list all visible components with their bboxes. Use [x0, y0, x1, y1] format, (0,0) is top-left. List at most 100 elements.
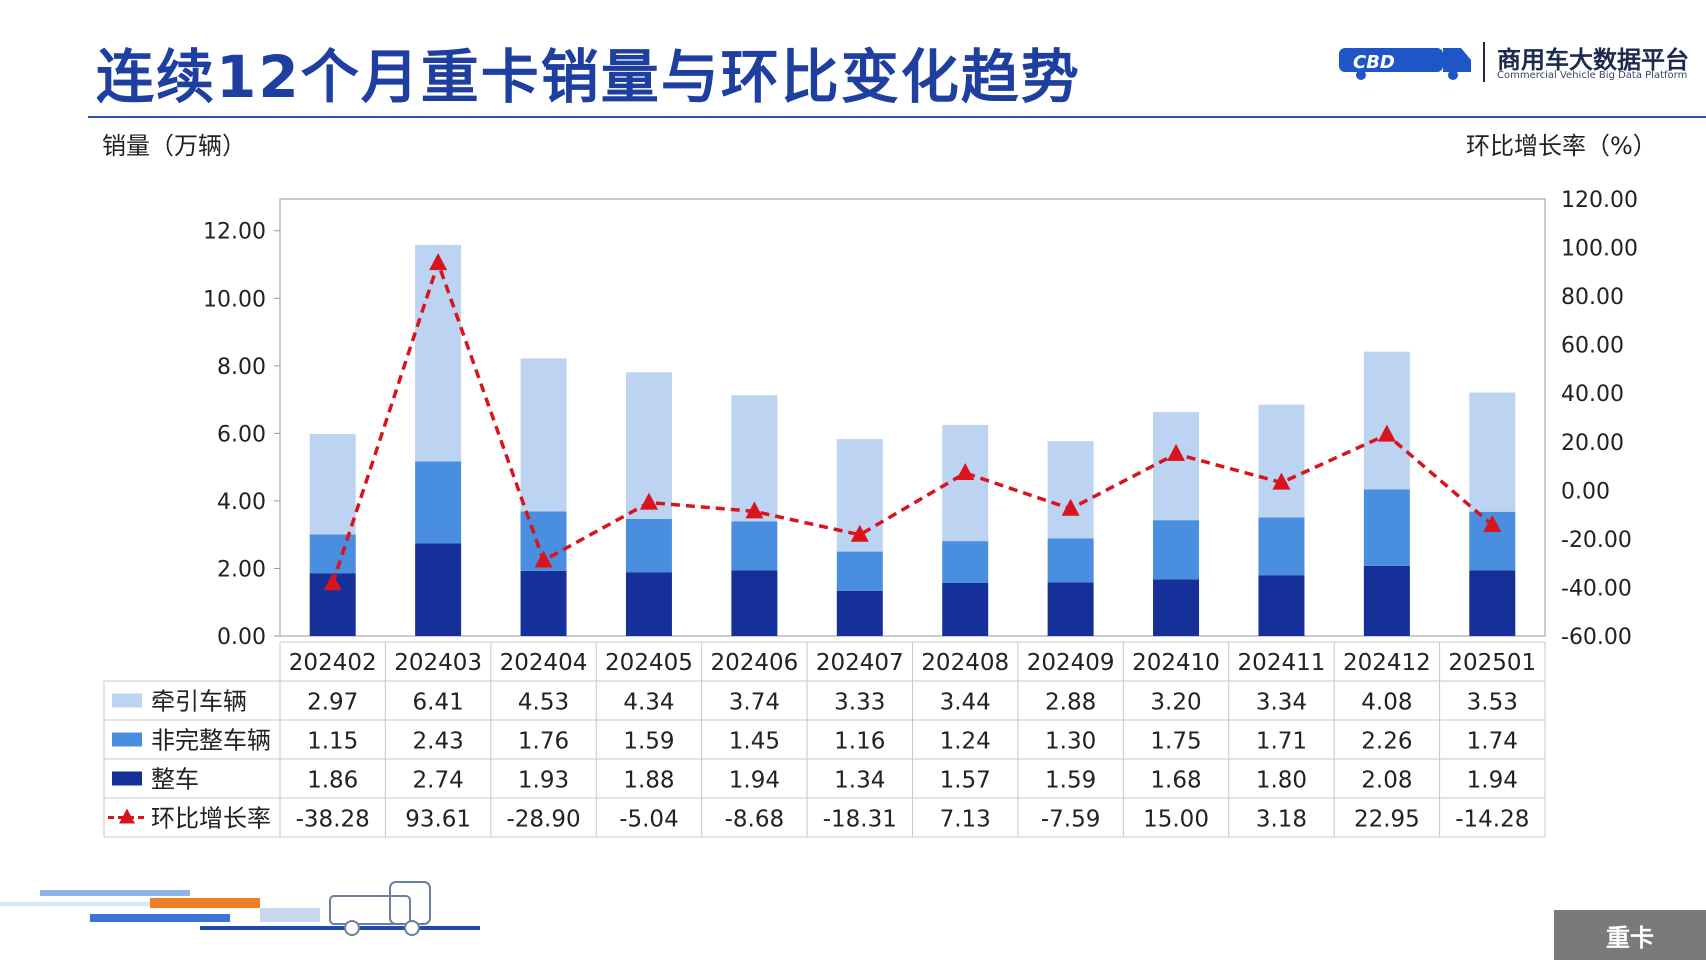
category-tag: 重卡 — [1554, 910, 1706, 960]
table-value-cell: 1.59 — [1045, 768, 1096, 794]
table-value-cell: 1.76 — [518, 729, 569, 755]
x-axis-category-label: 202412 — [1343, 650, 1431, 676]
bar-complete — [415, 543, 462, 636]
bar-tractor — [309, 434, 356, 535]
table-value-cell: 3.44 — [940, 690, 991, 716]
x-axis-category-label: 202409 — [1027, 650, 1115, 676]
legend-triangle-icon — [119, 808, 135, 824]
x-axis-category-label: 202410 — [1132, 650, 1220, 676]
x-axis-category-label: 202404 — [500, 650, 588, 676]
legend-swatch — [112, 732, 142, 747]
table-value-cell: 3.34 — [1256, 690, 1307, 716]
page-title: 连续12个月重卡销量与环比变化趋势 — [96, 43, 1081, 111]
table-value-cell: 3.33 — [834, 690, 885, 716]
table-value-cell: 3.18 — [1256, 807, 1307, 833]
logo-name-cn: 商用车大数据平台 — [1497, 46, 1689, 74]
growth-rate-marker — [1167, 443, 1186, 461]
growth-rate-marker — [850, 524, 869, 542]
right-axis-tick-label: 100.00 — [1561, 237, 1638, 262]
table-value-cell: 1.16 — [834, 729, 885, 755]
right-axis-tick-label: 120.00 — [1561, 188, 1638, 213]
right-axis-tick-label: -60.00 — [1561, 625, 1632, 650]
growth-rate-marker — [639, 492, 658, 510]
growth-rate-marker — [534, 550, 553, 568]
table-value-cell: 1.24 — [940, 729, 991, 755]
bar-incomplete — [1258, 517, 1305, 576]
left-axis-tick-label: 4.00 — [217, 490, 266, 515]
bar-complete — [1047, 582, 1094, 636]
table-value-cell: -5.04 — [619, 807, 679, 833]
bar-incomplete — [731, 521, 778, 571]
right-axis-tick-label: 60.00 — [1561, 334, 1624, 359]
table-value-cell: 2.43 — [413, 729, 464, 755]
x-axis-category-label: 202408 — [921, 650, 1009, 676]
x-axis-category-label: 202402 — [289, 650, 377, 676]
left-axis-tick-label: 8.00 — [217, 355, 266, 380]
bar-incomplete — [1153, 520, 1200, 580]
right-axis-unit: 环比增长率（%） — [1466, 132, 1657, 160]
bar-tractor — [1047, 441, 1094, 539]
x-axis-category-label: 202406 — [710, 650, 798, 676]
x-axis-category-label: 202501 — [1448, 650, 1536, 676]
svg-text:CBD: CBD — [1353, 52, 1395, 73]
legend-swatch — [112, 771, 142, 786]
growth-rate-marker — [1272, 472, 1291, 490]
bar-incomplete — [1047, 538, 1094, 583]
left-axis-tick-label: 10.00 — [203, 287, 266, 312]
legend-swatch — [112, 693, 142, 708]
brand-logo: CBD 商用车大数据平台 Commercial Vehicle Big Data… — [1335, 38, 1705, 88]
growth-rate-marker — [1483, 515, 1502, 533]
table-value-cell: 22.95 — [1354, 807, 1420, 833]
bar-tractor — [1258, 404, 1305, 518]
bar-complete — [1469, 570, 1516, 636]
table-value-cell: 4.34 — [623, 690, 674, 716]
legend-series-label: 非完整车辆 — [151, 727, 271, 755]
table-value-cell: 1.57 — [940, 768, 991, 794]
truck-logo-icon: CBD — [1339, 48, 1471, 80]
growth-rate-marker — [956, 463, 975, 481]
table-value-cell: 2.74 — [413, 768, 464, 794]
table-value-cell: 1.59 — [623, 729, 674, 755]
bar-complete — [731, 570, 778, 636]
bar-incomplete — [1363, 489, 1410, 566]
bar-incomplete — [415, 461, 462, 544]
right-axis-tick-label: 40.00 — [1561, 382, 1624, 407]
growth-rate-marker — [429, 253, 448, 271]
table-value-cell: 1.34 — [834, 768, 885, 794]
bar-complete — [520, 570, 567, 636]
left-axis-tick-label: 0.00 — [217, 625, 266, 650]
right-axis-tick-label: -20.00 — [1561, 528, 1632, 553]
table-value-cell: 1.80 — [1256, 768, 1307, 794]
right-axis-tick-label: 0.00 — [1561, 479, 1610, 504]
right-axis-tick-label: 80.00 — [1561, 285, 1624, 310]
table-value-cell: 2.88 — [1045, 690, 1096, 716]
logo-separator — [1483, 42, 1485, 82]
bar-complete — [836, 590, 883, 636]
right-axis-tick-label: 20.00 — [1561, 431, 1624, 456]
right-axis-tick-label: -40.00 — [1561, 576, 1632, 601]
bar-incomplete — [625, 518, 672, 573]
bar-tractor — [1363, 351, 1410, 490]
table-value-cell: 4.08 — [1361, 690, 1412, 716]
table-value-cell: 1.30 — [1045, 729, 1096, 755]
table-value-cell: 1.88 — [623, 768, 674, 794]
table-value-cell: 3.74 — [729, 690, 780, 716]
x-axis-category-label: 202407 — [816, 650, 904, 676]
growth-rate-marker — [1061, 498, 1080, 516]
bar-complete — [1363, 565, 1410, 636]
growth-rate-marker — [745, 501, 764, 519]
left-axis-tick-label: 12.00 — [203, 220, 266, 245]
legend-series-label: 环比增长率 — [151, 805, 271, 833]
bar-tractor — [942, 424, 989, 542]
bar-tractor — [415, 244, 462, 462]
table-value-cell: 2.26 — [1361, 729, 1412, 755]
bar-tractor — [520, 358, 567, 512]
table-value-cell: 6.41 — [413, 690, 464, 716]
bar-incomplete — [942, 541, 989, 583]
table-value-cell: 7.13 — [940, 807, 991, 833]
logo-name-en: Commercial Vehicle Big Data Platform — [1497, 70, 1688, 81]
table-value-cell: 1.15 — [307, 729, 358, 755]
table-value-cell: -18.31 — [823, 807, 897, 833]
bar-complete — [1153, 579, 1200, 636]
